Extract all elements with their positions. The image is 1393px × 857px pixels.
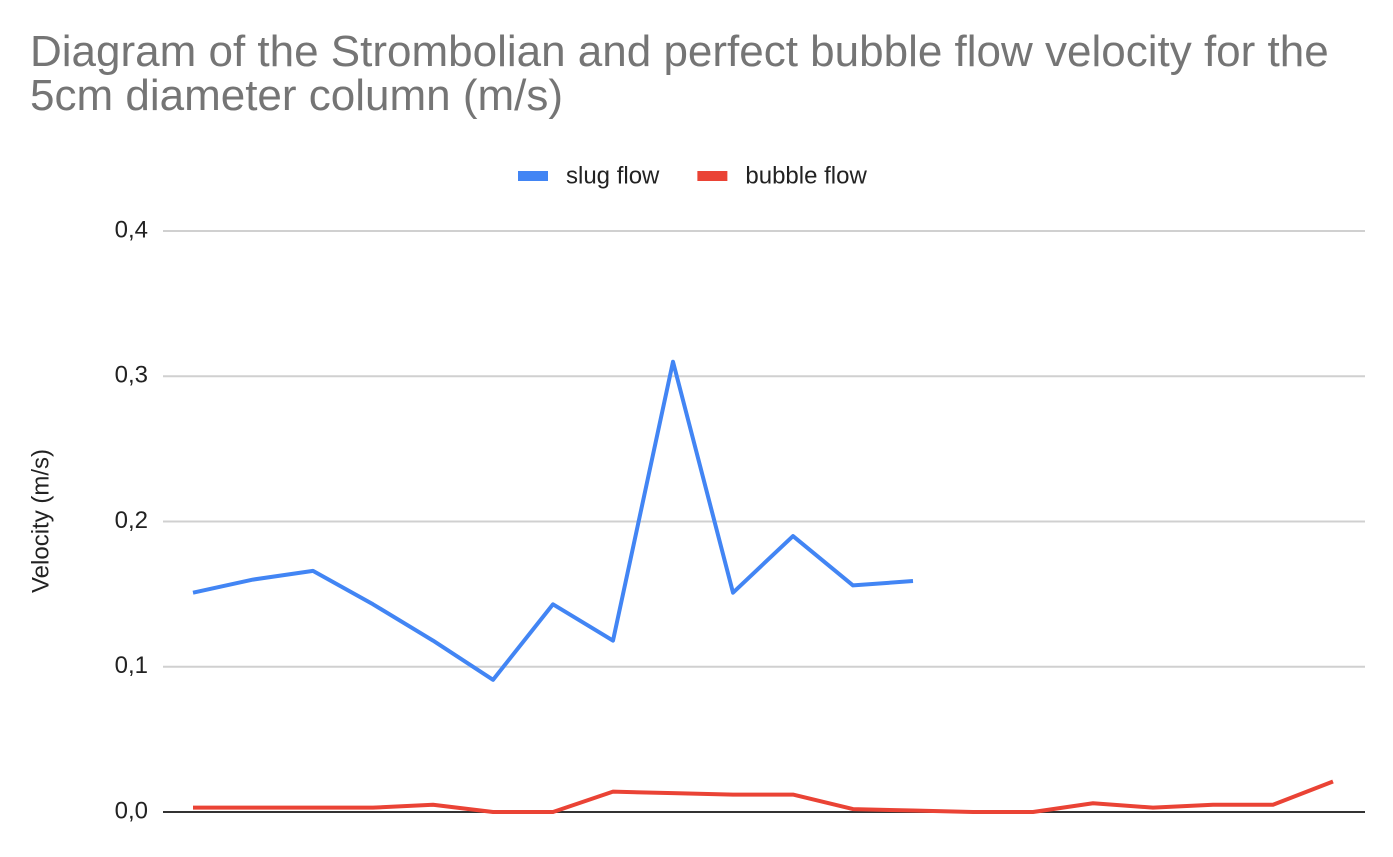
y-tick-label: 0,2: [115, 507, 148, 534]
series-line: [193, 779, 1334, 814]
y-tick-label: 0,4: [115, 216, 148, 243]
y-tick-label: 0,0: [115, 797, 148, 824]
legend-label: slug flow: [566, 162, 660, 189]
legend-swatch: [697, 171, 728, 181]
y-tick-label: 0,3: [115, 362, 148, 389]
y-tick-label: 0,1: [115, 652, 148, 679]
legend-swatch: [518, 171, 548, 181]
series-line: [192, 359, 914, 682]
y-axis-label: Velocity (m/s): [27, 449, 54, 593]
legend-label: bubble flow: [745, 162, 867, 189]
chart-title: Diagram of the Strombolian and perfect b…: [30, 27, 1329, 120]
